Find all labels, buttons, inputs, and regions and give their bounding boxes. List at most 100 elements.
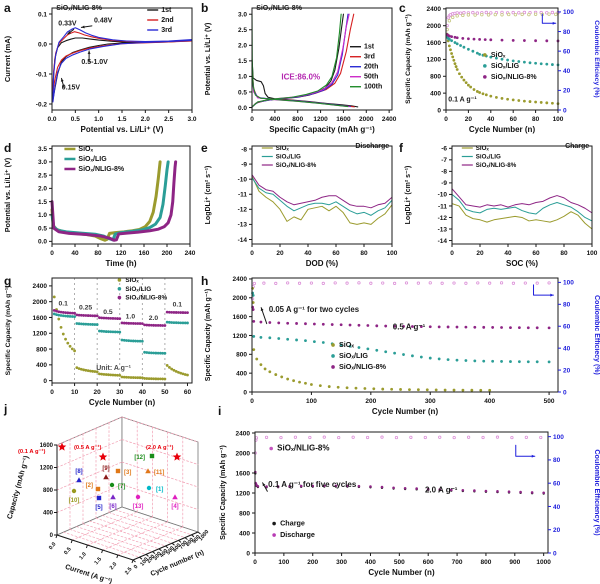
svg-text:[7]: [7] xyxy=(118,484,125,490)
svg-text:400: 400 xyxy=(43,511,54,517)
svg-text:[10]: [10] xyxy=(69,498,80,504)
svg-text:1.5: 1.5 xyxy=(117,116,126,123)
svg-text:0: 0 xyxy=(553,550,557,557)
svg-text:0.48V: 0.48V xyxy=(94,17,113,24)
panel-letter-j: j xyxy=(4,402,8,416)
svg-text:60: 60 xyxy=(532,250,540,257)
svg-text:0: 0 xyxy=(250,398,254,405)
svg-text:0: 0 xyxy=(444,116,448,123)
svg-text:-8: -8 xyxy=(441,169,447,176)
svg-text:0: 0 xyxy=(50,250,54,257)
svg-text:0: 0 xyxy=(563,107,567,114)
panel-h-chart: 0 100 200 300 400 500040080012001600200024000… xyxy=(205,276,600,416)
svg-text:[8]: [8] xyxy=(75,469,82,475)
svg-text:80: 80 xyxy=(560,250,568,257)
svg-text:700: 700 xyxy=(452,559,463,566)
panel-i-chart: 0 100 200 300 400 500 600 700 800 900 100004008001… xyxy=(218,430,600,577)
svg-text:300: 300 xyxy=(425,398,436,405)
svg-text:800: 800 xyxy=(481,559,492,566)
svg-text:-0.2: -0.2 xyxy=(36,101,48,108)
svg-text:DOD (%): DOD (%) xyxy=(306,259,339,268)
svg-text:(0.1 A g⁻¹): (0.1 A g⁻¹) xyxy=(18,448,45,455)
svg-text:SiOₓ/LIG: SiOₓ/LIG xyxy=(491,63,520,70)
svg-text:2000: 2000 xyxy=(236,450,251,457)
svg-text:1200: 1200 xyxy=(33,331,48,338)
panel-b-chart: 0 400 800 1200 1600 2000 2400 0.0 0.5 1.0 1.5 2.0 2.… xyxy=(205,5,397,134)
svg-text:0.0: 0.0 xyxy=(48,541,58,551)
svg-text:800: 800 xyxy=(236,352,247,359)
svg-text:1.5: 1.5 xyxy=(94,556,104,566)
svg-text:Charge: Charge xyxy=(280,519,305,528)
svg-text:Discharge: Discharge xyxy=(280,530,315,539)
svg-text:600: 600 xyxy=(423,559,434,566)
svg-text:0.1 A g⁻¹: 0.1 A g⁻¹ xyxy=(448,96,477,103)
svg-text:0.5: 0.5 xyxy=(38,225,47,232)
svg-text:[12]: [12] xyxy=(134,455,145,461)
svg-text:100: 100 xyxy=(587,250,598,257)
svg-text:Cycle Number (n): Cycle Number (n) xyxy=(372,407,439,416)
svg-text:-10: -10 xyxy=(438,192,448,199)
svg-text:800: 800 xyxy=(43,488,54,494)
svg-text:400: 400 xyxy=(236,370,247,377)
svg-text:20: 20 xyxy=(465,116,473,123)
svg-text:40: 40 xyxy=(139,389,147,396)
svg-text:1200: 1200 xyxy=(40,466,54,472)
svg-text:60: 60 xyxy=(332,250,340,257)
svg-text:-11: -11 xyxy=(438,203,447,210)
svg-text:240: 240 xyxy=(185,250,196,257)
svg-text:Potential vs. Li/Li⁺ (V): Potential vs. Li/Li⁺ (V) xyxy=(3,157,12,232)
svg-text:50: 50 xyxy=(161,389,169,396)
svg-text:SiOₓ: SiOₓ xyxy=(78,146,93,153)
svg-text:1.5: 1.5 xyxy=(38,199,47,206)
svg-text:Cycle Number (n): Cycle Number (n) xyxy=(89,398,156,407)
svg-text:0.0: 0.0 xyxy=(38,239,47,246)
svg-text:100: 100 xyxy=(553,434,564,441)
svg-text:2.5: 2.5 xyxy=(238,27,247,34)
svg-text:-14: -14 xyxy=(238,237,248,244)
svg-text:Unit: A g⁻¹: Unit: A g⁻¹ xyxy=(96,365,131,372)
svg-text:SiOₓ/NLIG-8%: SiOₓ/NLIG-8% xyxy=(276,162,317,169)
svg-text:-12: -12 xyxy=(438,215,448,222)
svg-text:0: 0 xyxy=(437,107,441,114)
svg-text:SiOₓ/NLIG-8%: SiOₓ/NLIG-8% xyxy=(78,166,125,173)
svg-text:600: 600 xyxy=(172,543,183,554)
panel-letter-f: f xyxy=(399,141,403,155)
svg-text:2.0: 2.0 xyxy=(238,43,247,50)
svg-text:400: 400 xyxy=(36,362,47,369)
svg-text:40: 40 xyxy=(504,250,512,257)
svg-text:[13]: [13] xyxy=(133,504,144,510)
panel-g-chart: 0 10 20 30 40 50 60 0 400 800 1200 1600 2000 2400 Cycl… xyxy=(5,277,193,407)
svg-text:60: 60 xyxy=(563,324,571,331)
svg-text:400: 400 xyxy=(365,559,376,566)
svg-text:20: 20 xyxy=(94,389,102,396)
svg-text:2000: 2000 xyxy=(427,23,442,30)
panel-f-chart: 0 20 40 60 80 100 -6 -7 -8 -9 -10 -11 -12 -13 -14 SOC (… xyxy=(405,143,598,268)
svg-text:160: 160 xyxy=(139,250,150,257)
svg-text:1000: 1000 xyxy=(536,559,551,566)
svg-text:Coulombic Efficiecy (%): Coulombic Efficiecy (%) xyxy=(593,20,600,97)
svg-text:0.1: 0.1 xyxy=(173,301,183,308)
svg-text:2.5: 2.5 xyxy=(164,116,173,123)
svg-text:80: 80 xyxy=(532,116,540,123)
svg-text:SiOₓ/LIG: SiOₓ/LIG xyxy=(78,156,107,163)
svg-text:1.0: 1.0 xyxy=(238,74,247,81)
svg-text:400: 400 xyxy=(269,116,280,123)
svg-text:2400: 2400 xyxy=(427,6,442,13)
svg-text:60: 60 xyxy=(553,480,561,487)
svg-text:500: 500 xyxy=(394,559,405,566)
svg-text:100: 100 xyxy=(306,398,317,405)
svg-text:[9]: [9] xyxy=(102,466,109,472)
svg-text:2400: 2400 xyxy=(233,276,248,283)
svg-text:0: 0 xyxy=(133,564,140,570)
svg-text:2.0: 2.0 xyxy=(38,186,47,193)
svg-text:1.0: 1.0 xyxy=(126,313,136,320)
svg-text:100: 100 xyxy=(139,557,150,568)
svg-text:200: 200 xyxy=(307,559,318,566)
svg-text:LogDLi⁺ (cm² s⁻¹): LogDLi⁺ (cm² s⁻¹) xyxy=(205,166,212,225)
panel-letter-d: d xyxy=(4,141,12,155)
svg-text:200: 200 xyxy=(162,250,173,257)
svg-text:40: 40 xyxy=(563,345,571,352)
svg-text:40: 40 xyxy=(487,116,495,123)
panel-letter-e: e xyxy=(201,141,208,155)
